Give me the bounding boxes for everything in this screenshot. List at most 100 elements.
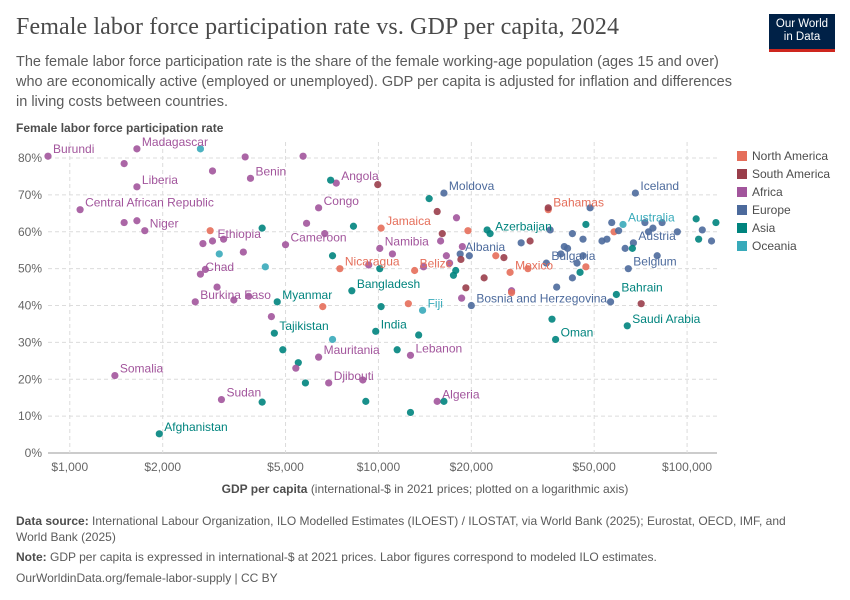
- data-point[interactable]: [418, 306, 427, 314]
- data-point[interactable]: [492, 252, 500, 260]
- data-point[interactable]: [552, 335, 560, 344]
- data-point[interactable]: [673, 228, 681, 236]
- data-point[interactable]: [462, 284, 470, 292]
- data-point[interactable]: [120, 218, 128, 227]
- data-point[interactable]: [348, 287, 356, 295]
- data-point[interactable]: [445, 259, 454, 267]
- legend-item[interactable]: North America: [737, 147, 830, 165]
- data-point[interactable]: [208, 167, 217, 175]
- data-point[interactable]: [155, 430, 163, 438]
- data-point[interactable]: [199, 239, 207, 248]
- data-point[interactable]: [239, 248, 247, 256]
- data-point[interactable]: [579, 235, 587, 243]
- data-point[interactable]: [372, 327, 380, 335]
- data-point[interactable]: [292, 364, 300, 372]
- data-point[interactable]: [576, 268, 584, 276]
- data-point[interactable]: [621, 244, 629, 252]
- data-point[interactable]: [388, 250, 397, 258]
- data-point[interactable]: [133, 145, 141, 153]
- data-point[interactable]: [517, 239, 525, 247]
- data-point[interactable]: [452, 214, 461, 222]
- data-point[interactable]: [707, 237, 716, 245]
- data-point[interactable]: [336, 265, 344, 273]
- legend-item[interactable]: Asia: [737, 219, 830, 237]
- data-point[interactable]: [374, 181, 382, 189]
- data-point[interactable]: [637, 300, 645, 308]
- owid-logo[interactable]: Our World in Data: [769, 14, 835, 52]
- data-point[interactable]: [425, 195, 433, 203]
- data-point[interactable]: [438, 230, 446, 238]
- data-point[interactable]: [692, 215, 700, 223]
- data-point[interactable]: [376, 244, 384, 252]
- data-point[interactable]: [483, 226, 491, 234]
- data-point[interactable]: [215, 250, 223, 258]
- data-point[interactable]: [141, 227, 149, 235]
- legend-item[interactable]: Africa: [737, 183, 830, 201]
- data-point[interactable]: [442, 252, 450, 260]
- data-point[interactable]: [377, 303, 385, 311]
- data-point[interactable]: [328, 335, 337, 344]
- data-point[interactable]: [419, 263, 428, 271]
- data-point[interactable]: [480, 274, 488, 282]
- data-point[interactable]: [506, 268, 514, 276]
- data-point[interactable]: [641, 218, 649, 227]
- data-point[interactable]: [458, 294, 466, 302]
- data-point[interactable]: [120, 159, 128, 168]
- data-point[interactable]: [299, 152, 307, 160]
- data-point[interactable]: [273, 298, 281, 306]
- data-point[interactable]: [653, 252, 661, 260]
- data-point[interactable]: [365, 261, 373, 269]
- data-point[interactable]: [294, 359, 302, 367]
- data-point[interactable]: [526, 237, 534, 245]
- data-point[interactable]: [393, 346, 401, 354]
- data-point[interactable]: [321, 230, 329, 238]
- data-point[interactable]: [415, 331, 423, 339]
- data-point[interactable]: [196, 145, 205, 153]
- footer-url[interactable]: OurWorldinData.org/female-labor-supply |…: [16, 570, 278, 585]
- data-point[interactable]: [302, 219, 311, 227]
- data-point[interactable]: [524, 265, 532, 273]
- data-point[interactable]: [619, 220, 627, 229]
- data-point[interactable]: [206, 227, 214, 235]
- data-point[interactable]: [196, 270, 205, 278]
- data-point[interactable]: [458, 242, 466, 251]
- data-point[interactable]: [349, 222, 358, 230]
- data-point[interactable]: [658, 218, 666, 227]
- data-point[interactable]: [623, 322, 631, 330]
- data-point[interactable]: [44, 152, 52, 160]
- data-point[interactable]: [544, 204, 552, 212]
- data-point[interactable]: [230, 296, 238, 304]
- data-point[interactable]: [241, 153, 249, 161]
- data-point[interactable]: [376, 265, 384, 273]
- data-point[interactable]: [568, 274, 576, 282]
- data-point[interactable]: [582, 263, 590, 271]
- data-point[interactable]: [208, 237, 217, 245]
- data-point[interactable]: [213, 283, 221, 291]
- data-point[interactable]: [698, 226, 706, 234]
- data-point[interactable]: [608, 218, 616, 227]
- data-point[interactable]: [327, 176, 335, 184]
- data-point[interactable]: [258, 398, 266, 406]
- data-point[interactable]: [563, 244, 572, 252]
- data-point[interactable]: [631, 189, 639, 197]
- data-point[interactable]: [436, 237, 445, 245]
- data-point[interactable]: [615, 227, 623, 235]
- data-point[interactable]: [377, 224, 385, 232]
- data-point[interactable]: [449, 271, 458, 279]
- data-point[interactable]: [325, 379, 333, 387]
- data-point[interactable]: [553, 283, 561, 291]
- legend-item[interactable]: Europe: [737, 201, 830, 219]
- data-point[interactable]: [332, 179, 340, 187]
- data-point[interactable]: [628, 244, 637, 252]
- data-point[interactable]: [542, 259, 550, 267]
- data-point[interactable]: [76, 206, 84, 214]
- data-point[interactable]: [573, 259, 581, 267]
- legend-item[interactable]: Oceania: [737, 237, 830, 255]
- data-point[interactable]: [500, 254, 508, 262]
- data-point[interactable]: [557, 250, 565, 258]
- data-point[interactable]: [191, 298, 199, 306]
- data-point[interactable]: [328, 252, 337, 260]
- data-point[interactable]: [548, 315, 556, 323]
- data-point[interactable]: [433, 397, 441, 405]
- data-point[interactable]: [568, 230, 576, 238]
